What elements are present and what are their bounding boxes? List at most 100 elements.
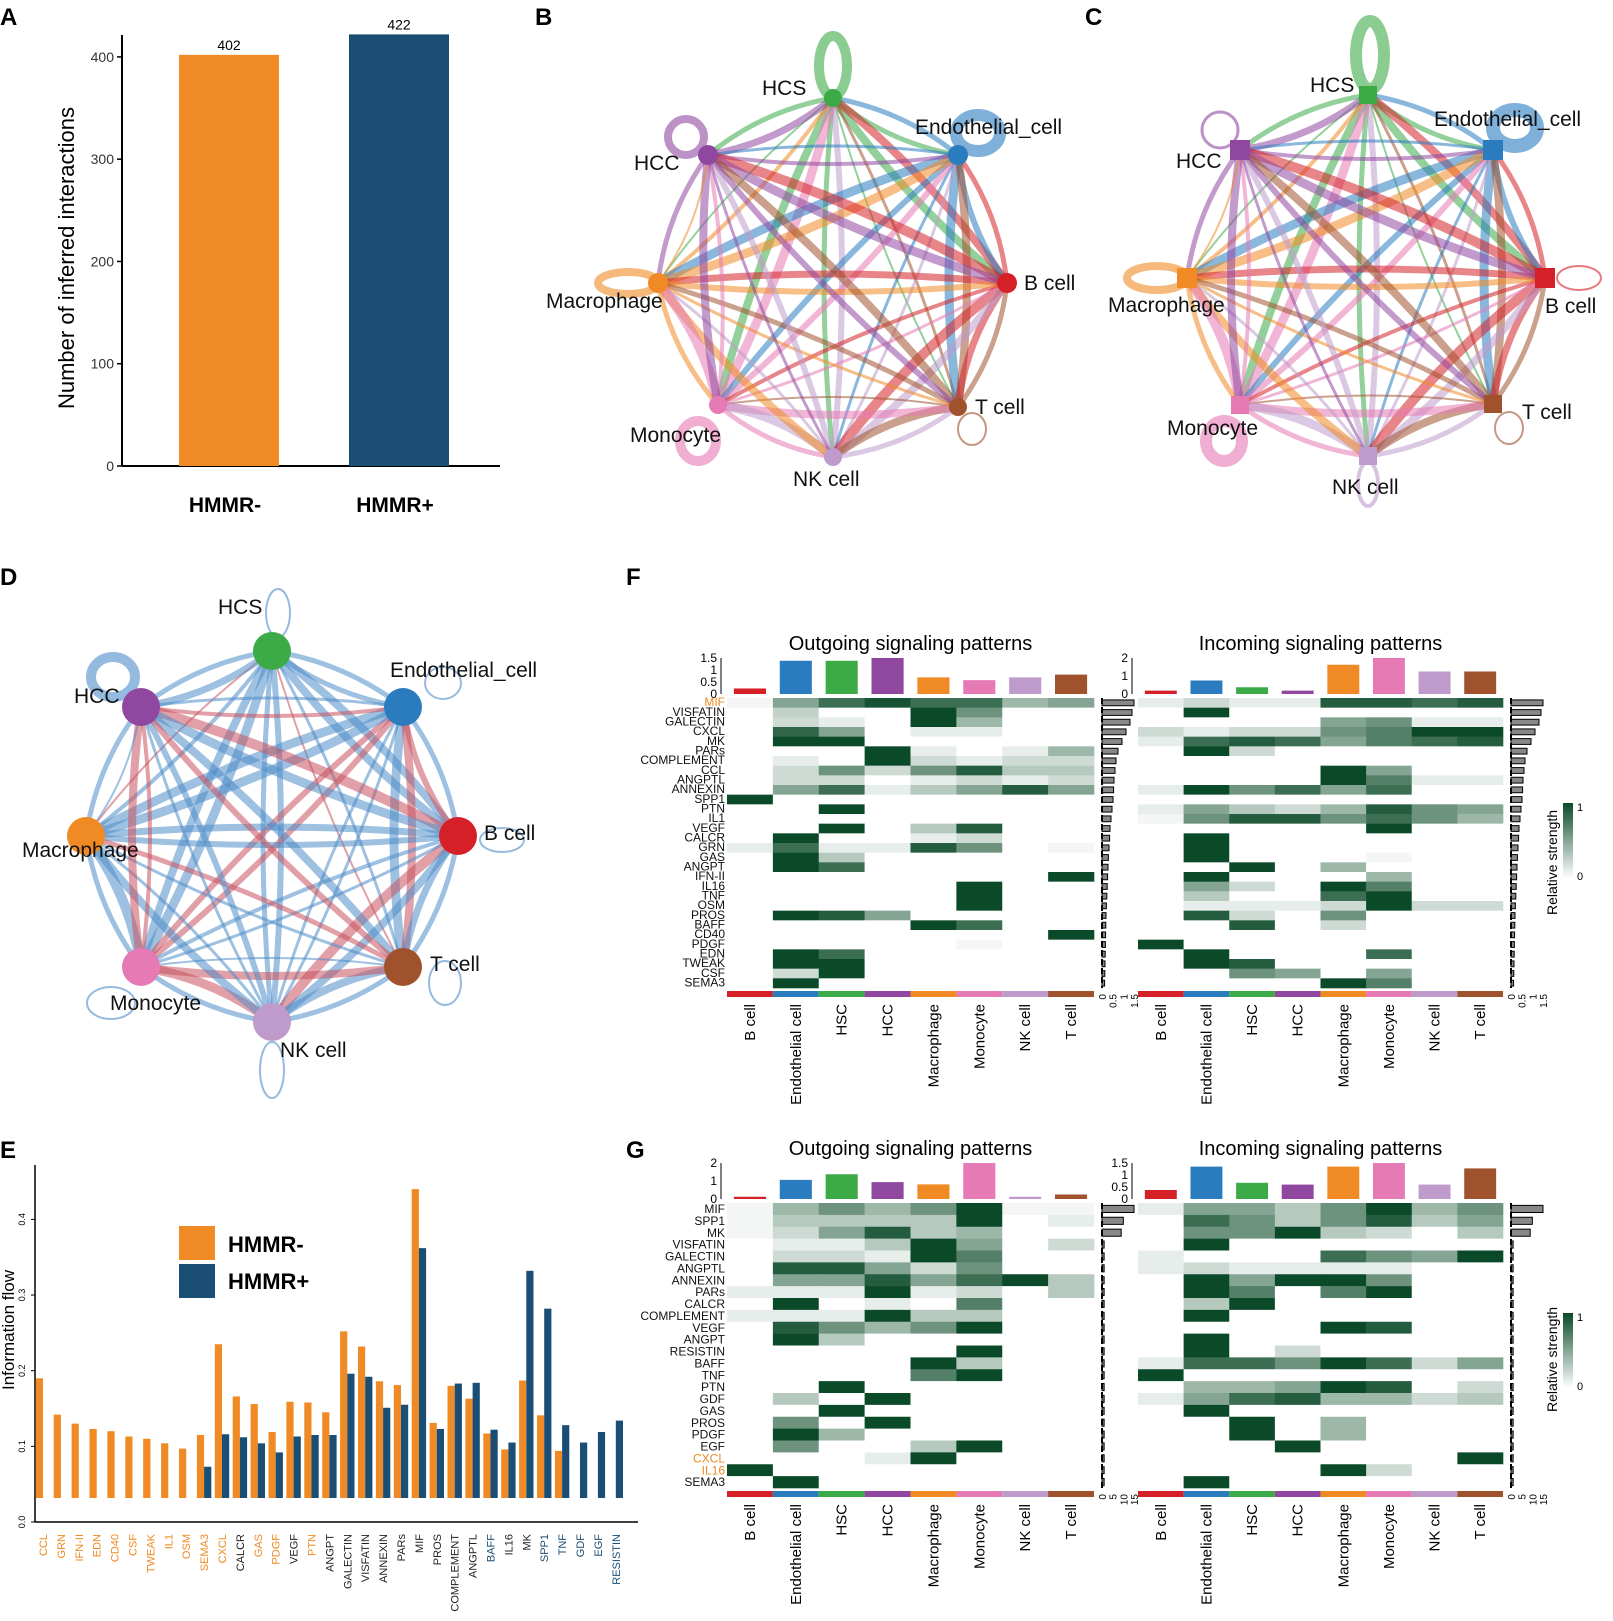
heat-cell-GALECTIN-Macrophage [910,1250,957,1263]
row-total-bar-PARs [1101,1288,1105,1297]
heat-cell-PROS-HCC [864,1416,911,1429]
heat-cell-CD40-HCC [864,930,911,940]
heat-cell-ANGPTL-B cell [1138,1262,1184,1275]
node-label: T cell [1522,401,1572,424]
col-label: Endothelial cell [788,1504,805,1605]
col-total-tick: 1 [710,1174,717,1188]
x-tick-label: VEGF [289,1534,301,1564]
heat-cell-SEMA3-Monocyte [1366,978,1413,989]
heat-cell-SPP1-T cell [1457,1214,1504,1228]
col-label: B cell [742,1504,759,1541]
heat-cell-GALECTIN-B cell [727,717,774,728]
edge-NK cell-Endothelial_cell [270,706,405,1023]
heat-cell-IL16-B cell [1138,1464,1184,1477]
heat-cell-CXCL-B cell [727,1452,774,1465]
strength-legend-title: Relative strength [1544,810,1560,915]
edge-Monocyte-Endothelial_cell [1238,148,1496,408]
heat-cell-OSM-NK cell [1411,901,1458,911]
row-total-bar-IFN-II [1510,873,1518,881]
bar-hmmr-neg-CXCL [214,1344,222,1498]
self-loop-Endothelial_cell [950,109,1006,157]
heat-cell-ANGPT-NK cell [1411,862,1458,873]
bar-hmmr-pos-PROS [436,1428,444,1498]
heatmap-title: Outgoing signaling patterns [789,1138,1033,1160]
y-tick-label: 0 [106,458,114,474]
heat-cell-IFN-II-HCC [1274,872,1321,882]
heat-cell-MIF-Macrophage [1320,698,1367,708]
heat-cell-IL1-NK cell [1411,814,1458,824]
heat-cell-GDF-NK cell [1411,1393,1458,1406]
edge-HCC-Monocyte [128,706,145,968]
heat-cell-GRN-NK cell [1411,843,1458,853]
heat-cell-COMPLEMENT-Endothelial cell [772,1309,820,1323]
heat-cell-ANGPTL-Macrophage [910,1262,957,1275]
row-label: TNF [702,1368,725,1382]
x-tick-label: SEMA3 [199,1534,211,1571]
heat-cell-PDGF-T cell [1048,939,1095,950]
heat-cell-PARs-T cell [1048,1286,1095,1299]
heat-cell-CALCR-HSC [1229,833,1276,844]
heat-cell-PARs-NK cell [1411,1286,1458,1299]
heat-cell-CXCL-B cell [727,727,774,737]
heat-cell-VISFATIN-Macrophage [910,1238,957,1251]
legend-label: HMMR+ [228,1269,309,1294]
col-color-strip-NK cell [1411,1491,1458,1497]
x-tick-label: EGF [593,1534,605,1557]
col-total-bar-HSC [825,1174,858,1199]
heat-cell-BAFF-T cell [1457,1357,1504,1370]
heat-cell-TNF-Monocyte [1366,891,1413,902]
heat-cell-MK-T cell [1457,1226,1504,1239]
col-total-bar-T cell [1055,674,1088,694]
heat-cell-PROS-HCC [1274,1416,1321,1429]
heat-cell-CALCR-NK cell [1002,833,1049,844]
heat-cell-EDN-HSC [1229,949,1276,960]
col-total-tick: 0 [710,1192,717,1206]
bar-hmmr-neg-IL16 [501,1449,509,1498]
heat-cell-MK-NK cell [1411,736,1458,747]
heat-cell-IFN-II-Monocyte [1366,872,1413,882]
heat-cell-BAFF-Endothelial cell [1183,1357,1230,1370]
heat-cell-PDGF-HSC [1229,1428,1276,1441]
y-axis-title: Information flow [0,1269,18,1390]
heatmap-title: Incoming signaling patterns [1199,1138,1442,1160]
x-tick-label: SPP1 [539,1534,551,1562]
heat-cell-CALCR-NK cell [1411,1298,1458,1311]
node-t-cell [384,948,422,986]
heat-cell-TWEAK-Macrophage [910,959,957,969]
heat-cell-MIF-Endothelial cell [1183,1203,1230,1216]
heat-cell-ANNEXIN-Macrophage [910,785,957,795]
heat-cell-VISFATIN-NK cell [1411,1238,1458,1251]
row-label: MK [707,1226,725,1240]
heat-cell-MIF-B cell [727,698,774,708]
edge-Monocyte-NK cell [1238,402,1369,459]
heat-cell-MK-B cell [1138,736,1184,747]
heat-cell-IL16-HCC [1274,881,1321,892]
node-label: Monocyte [1167,417,1258,440]
heat-cell-EGF-T cell [1457,1440,1504,1453]
heat-cell-CXCL-Macrophage [910,727,957,737]
heat-cell-SPP1-NK cell [1002,1214,1049,1228]
self-loop-Monocyte [86,986,136,1020]
heat-cell-PTN-Endothelial cell [772,1381,820,1394]
heat-cell-GDF-HSC [818,1393,865,1406]
heat-cell-CXCL-Endothelial cell [1183,727,1230,737]
col-total-bar-Endothelial cell [779,660,812,694]
heat-cell-PARs-HSC [818,746,865,757]
col-label: T cell [1472,1504,1489,1540]
edge-T cell-Monocyte [1239,394,1494,406]
bar-hmmr-neg-BAFF [483,1433,491,1498]
heat-cell-PTN-Macrophage [910,804,957,815]
node-macrophage [1177,268,1197,288]
edge-HCC-B cell [1237,146,1547,283]
heat-cell-BAFF-NK cell [1411,1357,1458,1370]
col-total-bar-Endothelial cell [779,1179,812,1199]
heat-cell-OSM-Endothelial cell [772,901,820,911]
heat-cell-RESISTIN-HCC [864,1345,911,1358]
col-total-bar-HCC [1281,1184,1314,1199]
x-tick-label: OSM [181,1534,193,1559]
heat-cell-IL16-Macrophage [910,1464,957,1477]
heat-cell-EGF-Monocyte [1366,1440,1413,1453]
heat-cell-BAFF-HSC [1229,1357,1276,1370]
col-label: NK cell [1017,1004,1034,1052]
